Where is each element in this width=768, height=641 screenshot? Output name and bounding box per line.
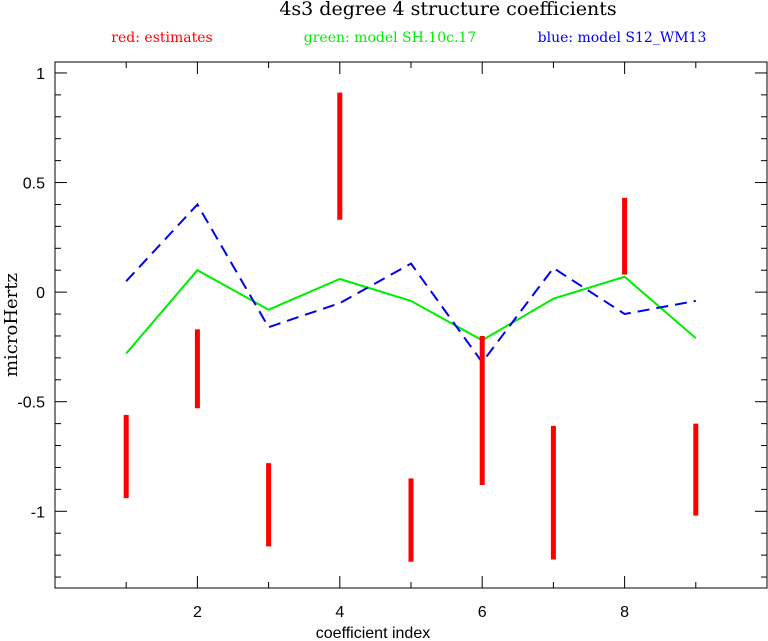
axis-ticks bbox=[55, 62, 767, 588]
x-tick-label: 6 bbox=[478, 604, 487, 621]
legend-model-s12: blue: model S12_WM13 bbox=[538, 30, 707, 46]
y-tick-label: -0.5 bbox=[17, 395, 45, 412]
series-line bbox=[125, 202, 696, 364]
x-tick-label: 8 bbox=[620, 604, 629, 621]
y-axis-title: microHertz bbox=[1, 273, 22, 377]
chart-title: 4s3 degree 4 structure coefficients bbox=[279, 0, 616, 20]
axis-tick-labels: 2 4 6 8 -1 -0.5 0 0.5 1 bbox=[17, 66, 629, 621]
series-line bbox=[125, 268, 697, 355]
x-axis-title: coefficient index bbox=[316, 625, 430, 641]
legend-estimates: red: estimates bbox=[111, 30, 212, 46]
legend-model-sh: green: model SH.10c.17 bbox=[304, 30, 476, 46]
x-tick-label: 4 bbox=[335, 604, 344, 621]
y-tick-label: 1 bbox=[36, 66, 45, 83]
y-tick-label: 0.5 bbox=[23, 176, 45, 193]
x-tick-label: 2 bbox=[193, 604, 202, 621]
y-tick-label: -1 bbox=[31, 504, 45, 521]
estimate-bars bbox=[123, 92, 699, 562]
y-tick-label: 0 bbox=[36, 285, 45, 302]
model-series bbox=[125, 202, 697, 364]
